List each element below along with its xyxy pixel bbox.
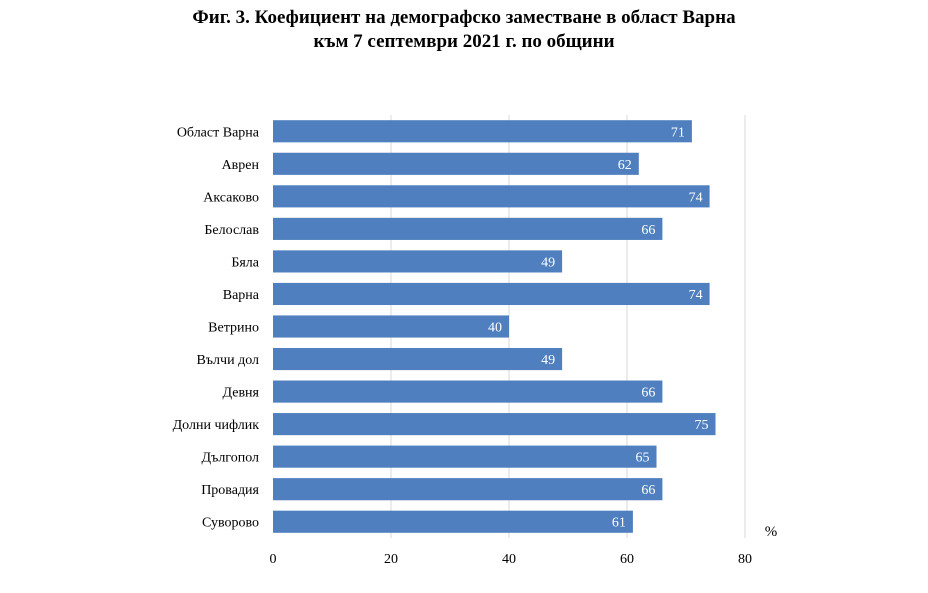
bar [273, 413, 716, 436]
chart-title-line-2: към 7 септември 2021 г. по общини [313, 31, 615, 52]
category-label: Дългопол [202, 451, 259, 466]
bar-value-label: 74 [689, 190, 703, 205]
bar-value-label: 71 [671, 125, 685, 140]
bar-value-label: 66 [641, 386, 655, 401]
category-label: Бяла [231, 255, 259, 270]
category-label: Провадия [201, 483, 259, 498]
bar-value-label: 65 [636, 451, 650, 466]
bar [273, 152, 639, 175]
x-tick-label: 0 [270, 552, 277, 567]
bar [273, 185, 710, 208]
bar-value-label: 66 [641, 223, 655, 238]
category-label: Аврен [222, 158, 260, 173]
bar [273, 445, 657, 468]
bar [273, 380, 663, 403]
x-axis-unit-label: % [765, 524, 778, 540]
category-label: Суворово [202, 516, 259, 531]
category-label: Вълчи дол [196, 353, 259, 368]
category-label: Долни чифлик [173, 418, 260, 433]
bar-value-label: 75 [695, 418, 709, 433]
bar [273, 478, 663, 501]
bar [273, 120, 692, 143]
category-label: Девня [223, 386, 260, 401]
bar-value-label: 74 [689, 288, 703, 303]
bar-value-label: 62 [618, 158, 632, 173]
bar [273, 510, 633, 533]
category-label: Ветрино [208, 321, 259, 336]
bars: 71 62 74 66 49 74 40 49 66 75 65 66 61 [273, 120, 716, 533]
bar-value-label: 66 [641, 483, 655, 498]
category-label: Област Варна [177, 125, 260, 140]
bar-value-label: 61 [612, 516, 626, 531]
category-label: Белослав [204, 223, 259, 238]
category-label: Аксаково [203, 190, 259, 205]
bar-value-label: 49 [541, 353, 555, 368]
x-tick-label: 60 [620, 552, 634, 567]
bar [273, 315, 509, 338]
bar-value-label: 49 [541, 255, 555, 270]
x-tick-label: 20 [384, 552, 398, 567]
x-tick-labels: 0 20 40 60 80 [270, 552, 753, 567]
x-tick-label: 80 [738, 552, 752, 567]
bar [273, 347, 563, 371]
bar-value-label: 40 [488, 321, 502, 336]
bar [273, 282, 710, 306]
x-tick-label: 40 [502, 552, 516, 567]
bar [273, 217, 663, 240]
bar [273, 250, 563, 273]
chart-title-line-1: Фиг. 3. Коефициент на демографско замест… [192, 7, 736, 28]
category-label: Варна [223, 288, 260, 303]
chart-title: Фиг. 3. Коефициент на демографско замест… [0, 6, 928, 54]
category-labels: Област Варна Аврен Аксаково Белослав Бяла Вар… [173, 125, 260, 530]
